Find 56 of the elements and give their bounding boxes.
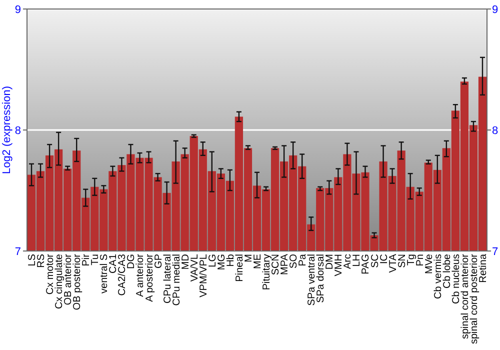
x-tick-label: DM	[324, 254, 336, 270]
x-tick-label: SN	[396, 254, 408, 268]
x-tick-label: LG	[207, 254, 218, 268]
x-tick-label: Arc	[342, 254, 354, 269]
x-tick-label: SO	[288, 254, 300, 268]
x-tick-label: OB posterior	[72, 253, 84, 310]
x-tick-label: Cb vermis	[432, 254, 444, 300]
x-tick-label: PAG	[360, 254, 372, 274]
y-tick-label: 8	[14, 124, 21, 137]
x-tick-label: CA2/CA3	[117, 254, 128, 296]
x-tick-label: MD	[180, 254, 192, 270]
x-tick-label: spinal cord posterior	[468, 253, 480, 344]
x-tick-label: Retina	[478, 254, 489, 283]
x-tick-label: Pineal	[234, 254, 246, 282]
x-tick-label: Pir	[81, 253, 92, 266]
x-tick-label: LS	[27, 254, 38, 266]
x-tick-label: CA1	[108, 254, 120, 274]
x-tick-label: ventral S	[99, 254, 110, 294]
x-tick-label: Tg	[406, 254, 417, 266]
x-tick-label: VA/VL	[189, 254, 200, 282]
x-tick-label: M	[243, 254, 254, 262]
y-tick-label: 9	[14, 4, 21, 16]
x-tick-label: VMH	[334, 254, 345, 276]
x-tick-label: MG	[216, 254, 228, 270]
y-tick-label: 7	[14, 246, 21, 258]
x-tick-label: SC	[370, 254, 381, 268]
x-tick-label: DG	[126, 254, 138, 269]
x-tick-label: ME	[252, 254, 264, 269]
x-tick-label: Pa	[298, 254, 309, 266]
x-tick-label: SPa dorsal	[316, 254, 327, 303]
x-tick-label: VPM/VPL	[198, 254, 210, 298]
y-axis-title: Log2 (expression)	[1, 86, 13, 174]
x-tick-label: Pituitary	[262, 254, 273, 290]
x-tick-label: CPu lateral	[162, 254, 174, 304]
x-tick-label: Hb	[225, 254, 236, 267]
x-tick-label: VTA	[388, 254, 399, 273]
x-tick-label: IC	[378, 254, 390, 264]
x-tick-label: Pn	[414, 254, 426, 266]
x-tick-label: Cb nucleus	[450, 254, 462, 304]
x-tick-label: RS	[36, 254, 48, 268]
x-tick-label: Cb lobe	[442, 254, 453, 288]
x-tick-label: LH	[352, 254, 363, 267]
x-tick-label: GP	[153, 254, 164, 268]
y2-tick-label: 8	[492, 124, 498, 137]
x-tick-label: OB anterior	[63, 253, 74, 306]
y2-tick-label: 9	[492, 4, 498, 16]
x-tick-label: MVe	[424, 254, 435, 274]
x-tick-label: spinal cord anterior	[460, 253, 471, 340]
x-tick-label: SCN	[270, 254, 282, 276]
x-tick-label: MPA	[280, 254, 291, 275]
x-tick-label: Cx cingulate	[54, 254, 66, 310]
y2-tick-label: 7	[492, 246, 498, 258]
x-tick-label: A anterior	[135, 253, 146, 297]
x-tick-label: A posterior	[144, 253, 156, 302]
x-tick-label: Tu	[90, 254, 102, 266]
x-tick-label: CPu medial	[171, 254, 182, 306]
